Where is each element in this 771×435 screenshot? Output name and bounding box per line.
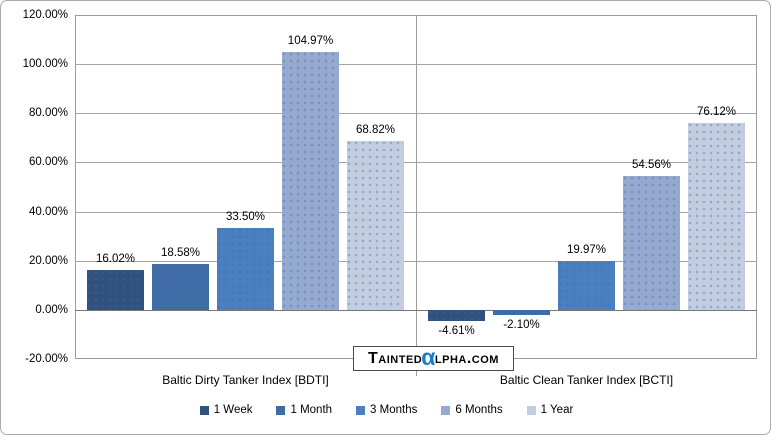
legend-item-3-months: 3 Months <box>356 404 417 416</box>
bar-data-label: 54.56% <box>631 158 672 171</box>
legend-swatch-icon <box>526 405 536 415</box>
bar-data-label: 76.12% <box>696 105 737 118</box>
bar-data-label: 16.02% <box>95 253 136 266</box>
y-tick-label: 80.00% <box>28 107 68 120</box>
bar-data-label: 19.97% <box>566 243 607 256</box>
y-tick-label: 40.00% <box>28 205 68 218</box>
bar-1-week <box>87 270 144 310</box>
category-label: Baltic Dirty Tanker Index [BDTI] <box>162 373 329 387</box>
legend-label: 3 Months <box>370 404 418 416</box>
bar-data-label: 104.97% <box>287 34 334 47</box>
bar-data-label: 68.82% <box>355 123 396 136</box>
y-tick-label: -20.00% <box>25 353 68 365</box>
bar-1-year <box>688 122 745 310</box>
legend-swatch-icon <box>276 405 286 415</box>
watermark-taintedalpha: Tainted α lpha.com <box>353 346 514 371</box>
bar-data-label: 18.58% <box>160 247 201 260</box>
watermark-alpha-glyph: α <box>421 344 436 370</box>
y-tick-label: 100.00% <box>22 58 68 71</box>
legend-label: 6 Months <box>455 404 503 416</box>
y-tick-label: 120.00% <box>22 9 68 21</box>
bar-data-label: -4.61% <box>438 325 475 338</box>
legend-label: 1 Week <box>213 404 253 416</box>
legend-label: 1 Year <box>540 404 574 416</box>
category-divider <box>416 15 417 376</box>
watermark-text-after: lpha.com <box>434 349 499 367</box>
chart-legend: 1 Week 1 Month 3 Months 6 Months 1 Year <box>1 404 770 416</box>
watermark-text-before: Tainted <box>368 349 423 367</box>
bar-data-label: 33.50% <box>225 210 266 223</box>
legend-item-6-months: 6 Months <box>441 404 503 416</box>
legend-item-1-year: 1 Year <box>526 404 574 416</box>
bar-data-label: -2.10% <box>503 319 540 332</box>
legend-item-1-week: 1 Week <box>199 404 253 416</box>
bar-6-months <box>282 51 339 310</box>
bar-1-week <box>428 309 485 322</box>
bar-3-months <box>558 260 615 310</box>
legend-swatch-icon <box>356 405 366 415</box>
x-axis-line <box>75 309 757 311</box>
bar-1-month <box>152 264 209 310</box>
y-tick-label: 60.00% <box>28 156 68 169</box>
category-label: Baltic Clean Tanker Index [BCTI] <box>499 373 674 387</box>
legend-swatch-icon <box>199 405 209 415</box>
bar-1-year <box>347 140 404 310</box>
bar-1-month <box>493 309 550 315</box>
legend-item-1-month: 1 Month <box>276 404 332 416</box>
legend-swatch-icon <box>441 405 451 415</box>
bar-6-months <box>623 175 680 310</box>
legend-label: 1 Month <box>290 404 333 416</box>
y-tick-label: 20.00% <box>28 254 68 267</box>
bar-3-months <box>217 227 274 310</box>
y-tick-label: 0.00% <box>35 303 68 316</box>
